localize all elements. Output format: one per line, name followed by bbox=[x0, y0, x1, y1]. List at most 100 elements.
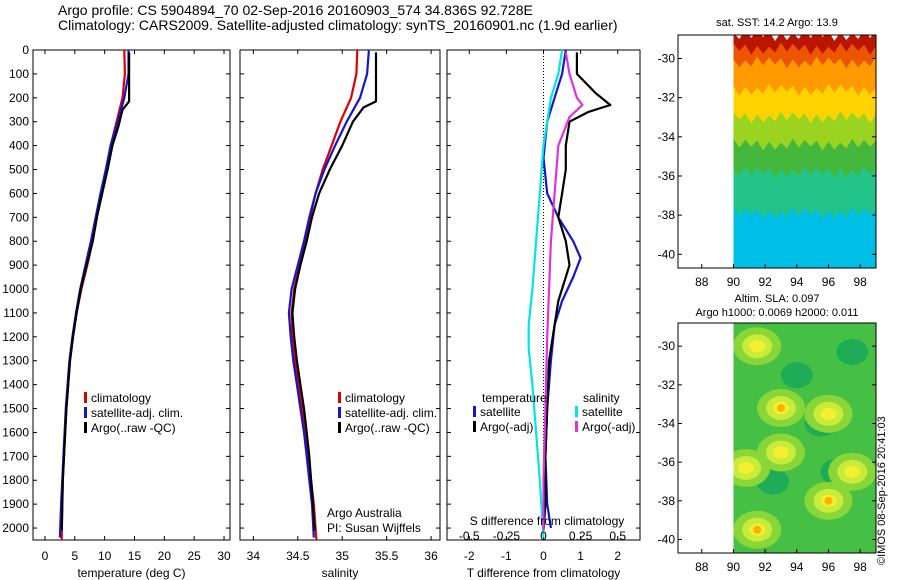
y-tick-label: 1200 bbox=[2, 330, 29, 344]
legend-header-salinity: salinity bbox=[583, 391, 620, 405]
y-tick-label: 300 bbox=[9, 115, 29, 129]
y-tick-label: 600 bbox=[9, 186, 29, 200]
secondary-x-axis-label: S difference from climatology bbox=[470, 514, 625, 528]
x-tick-label: 34.5 bbox=[286, 549, 310, 563]
lon-tick-label: 92 bbox=[758, 275, 772, 289]
x-tick-label: 0 bbox=[42, 549, 49, 563]
x-tick-label: 36 bbox=[424, 549, 438, 563]
map-frame bbox=[677, 34, 877, 269]
salinity-legend-1-swatch bbox=[338, 392, 341, 403]
lat-tick-label: -34 bbox=[658, 130, 676, 144]
temperature-legend-2-swatch bbox=[84, 407, 87, 418]
secondary-x-tick-label: -0.25 bbox=[493, 529, 521, 543]
salinity-series-2 bbox=[287, 49, 370, 538]
temperature-series-3 bbox=[60, 52, 131, 531]
affiliation-line-1: Argo Australia bbox=[327, 506, 402, 520]
lat-tick-label: -32 bbox=[658, 378, 676, 392]
sla-map-subtitle: Argo h1000: 0.0069 h2000: 0.011 bbox=[695, 307, 858, 319]
difference-series-3 bbox=[527, 49, 564, 538]
x-tick-label: -1 bbox=[501, 549, 512, 563]
y-tick-label: 1300 bbox=[2, 354, 29, 368]
difference-series-4 bbox=[542, 52, 584, 531]
temperature-legend-2-label: satellite-adj. clim. bbox=[91, 406, 183, 420]
x-axis-label: temperature (deg C) bbox=[77, 566, 185, 580]
salinity-legend-2-swatch bbox=[338, 407, 341, 418]
difference-legend-3-swatch bbox=[575, 406, 578, 417]
lon-tick-label: 96 bbox=[822, 560, 836, 574]
y-tick-label: 900 bbox=[9, 258, 29, 272]
profile-panel-3: -2 -1 0 1 2 T difference from climatology temp… bbox=[446, 49, 641, 580]
difference-series-2 bbox=[542, 52, 612, 531]
lat-tick-label: -40 bbox=[658, 247, 676, 261]
y-tick-label: 2000 bbox=[2, 521, 29, 535]
lon-tick-label: 94 bbox=[790, 275, 804, 289]
y-tick-label: 0 bbox=[22, 43, 29, 57]
sla-peak bbox=[824, 496, 833, 505]
lat-tick-label: -38 bbox=[658, 494, 676, 508]
figure-title-line-2: Climatology: CARS2009. Satellite-adjuste… bbox=[58, 17, 618, 33]
x-tick-label: -2 bbox=[464, 549, 475, 563]
y-tick-label: 1900 bbox=[2, 497, 29, 511]
sla-high bbox=[844, 465, 861, 478]
x-tick-label: 30 bbox=[217, 549, 231, 563]
lat-tick-label: -36 bbox=[658, 455, 676, 469]
affiliation-line-2: PI: Susan Wijffels bbox=[327, 521, 421, 535]
salinity-legend-2-label: satellite-adj. clim. bbox=[345, 406, 437, 420]
sla-high bbox=[820, 407, 837, 420]
y-tick-label: 1700 bbox=[2, 449, 29, 463]
secondary-x-tick-label: 0.5 bbox=[609, 529, 626, 543]
lon-tick-label: 90 bbox=[727, 275, 741, 289]
sla-low bbox=[780, 362, 813, 389]
y-tick-label: 400 bbox=[9, 139, 29, 153]
sla-high bbox=[772, 446, 789, 459]
plot-frame bbox=[32, 49, 231, 541]
temperature-legend-1-swatch bbox=[84, 392, 87, 403]
y-tick-label: 1000 bbox=[2, 282, 29, 296]
x-tick-label: 0 bbox=[540, 549, 547, 563]
lat-tick-label: -34 bbox=[658, 417, 676, 431]
map-field-2 bbox=[733, 323, 876, 553]
x-tick-label: 35 bbox=[336, 549, 350, 563]
lon-tick-label: 94 bbox=[790, 560, 804, 574]
figure-title-line-1: Argo profile: CS 5904894_70 02-Sep-2016 … bbox=[58, 2, 533, 18]
temperature-legend-1-label: climatology bbox=[91, 391, 151, 405]
temperature-legend-3-swatch bbox=[84, 422, 87, 433]
map-field-1 bbox=[733, 35, 876, 268]
y-tick-label: 1500 bbox=[2, 402, 29, 416]
sla-high bbox=[749, 340, 766, 353]
x-tick-label: 15 bbox=[128, 549, 142, 563]
sla-low bbox=[836, 338, 869, 365]
y-tick-label: 1100 bbox=[3, 306, 29, 320]
y-tick-label: 500 bbox=[9, 163, 29, 177]
difference-legend-1-label: satellite bbox=[480, 405, 521, 419]
lon-tick-label: 98 bbox=[853, 275, 867, 289]
sla-map-title: Altim. SLA: 0.097 bbox=[735, 293, 820, 305]
y-tick-label: 800 bbox=[9, 234, 29, 248]
lat-tick-label: -40 bbox=[658, 532, 676, 546]
salinity-legend-1-label: climatology bbox=[345, 391, 405, 405]
difference-legend-3-label: satellite bbox=[582, 405, 623, 419]
sla-high bbox=[738, 461, 755, 474]
secondary-x-tick-label: 0 bbox=[540, 529, 547, 543]
lat-tick-label: -32 bbox=[658, 91, 676, 105]
lat-tick-label: -30 bbox=[658, 51, 676, 65]
x-tick-label: 35.5 bbox=[375, 549, 399, 563]
x-tick-label: 20 bbox=[158, 549, 172, 563]
y-tick-label: 100 bbox=[9, 67, 29, 81]
salinity-series-3 bbox=[291, 52, 378, 531]
map-frame bbox=[677, 322, 877, 554]
difference-legend-1-swatch bbox=[473, 406, 476, 417]
lon-tick-label: 90 bbox=[727, 560, 741, 574]
lon-tick-label: 92 bbox=[758, 560, 772, 574]
difference-legend-2-swatch bbox=[473, 421, 476, 432]
x-tick-label: 25 bbox=[188, 549, 202, 563]
lat-tick-label: -30 bbox=[658, 339, 676, 353]
sla-peak bbox=[753, 525, 762, 534]
x-axis-label: T difference from climatology bbox=[467, 566, 621, 580]
salinity-legend-3-label: Argo(..raw -QC) bbox=[345, 421, 430, 435]
secondary-x-tick-label: -0.5 bbox=[459, 529, 480, 543]
map-panel-2: -30 -32 -34 -36 -38 -40 88 90 92 94 96 98 Altim. SLA… bbox=[658, 293, 877, 574]
lon-tick-label: 98 bbox=[853, 560, 867, 574]
x-tick-label: 5 bbox=[71, 549, 78, 563]
y-tick-label: 1800 bbox=[2, 473, 29, 487]
